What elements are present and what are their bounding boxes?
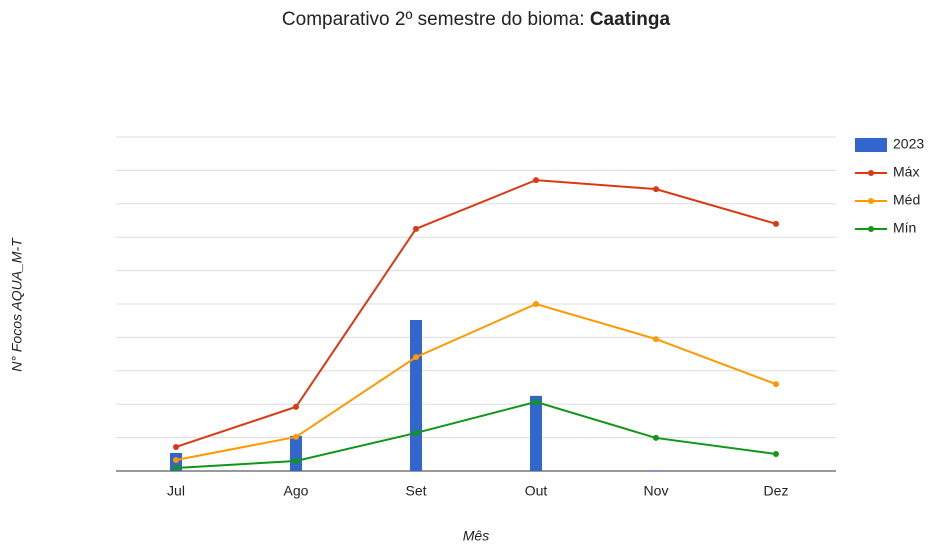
- x-tick-label: Set: [405, 483, 426, 499]
- x-tick-label: Dez: [764, 483, 789, 499]
- point: [293, 403, 299, 410]
- x-axis-label: Mês: [463, 528, 489, 544]
- legend-label: Méd: [893, 192, 920, 208]
- legend-label: Máx: [893, 164, 919, 180]
- legend-point: [868, 198, 874, 204]
- bar: [290, 435, 302, 471]
- point: [413, 354, 419, 361]
- line: [175, 400, 777, 469]
- point: [773, 450, 779, 457]
- x-tick-label: Out: [525, 483, 548, 499]
- legend-point: [868, 226, 874, 232]
- point: [653, 186, 659, 193]
- point: [413, 429, 419, 436]
- point: [173, 443, 179, 450]
- point: [533, 398, 539, 405]
- point: [413, 225, 419, 232]
- bar: [650, 470, 662, 471]
- x-tick-label: Ago: [284, 483, 309, 499]
- line: [175, 302, 777, 461]
- title-biome: Caatinga: [590, 9, 671, 30]
- legend-point: [868, 170, 874, 176]
- point: [773, 381, 779, 388]
- point: [773, 220, 779, 227]
- point: [173, 464, 179, 471]
- bar: [410, 320, 422, 471]
- y-axis-label: N° Focos AQUA_M-T: [9, 237, 25, 372]
- point: [653, 434, 659, 441]
- point: [173, 456, 179, 463]
- point: [533, 177, 539, 184]
- chart-title: Comparativo 2º semestre do bioma: Caatin…: [282, 9, 671, 30]
- x-tick-label: Nov: [644, 483, 669, 499]
- point: [533, 301, 539, 307]
- title-text: Comparativo 2º semestre do bioma:: [282, 9, 585, 30]
- point: [293, 433, 299, 440]
- bar: [530, 395, 542, 471]
- line: [175, 179, 777, 448]
- point: [653, 336, 659, 343]
- point: [293, 457, 299, 464]
- x-tick-label: Jul: [167, 483, 185, 499]
- legend-label: 2023: [893, 136, 924, 152]
- legend-label: Mín: [893, 220, 916, 236]
- legend-swatch: [855, 138, 887, 152]
